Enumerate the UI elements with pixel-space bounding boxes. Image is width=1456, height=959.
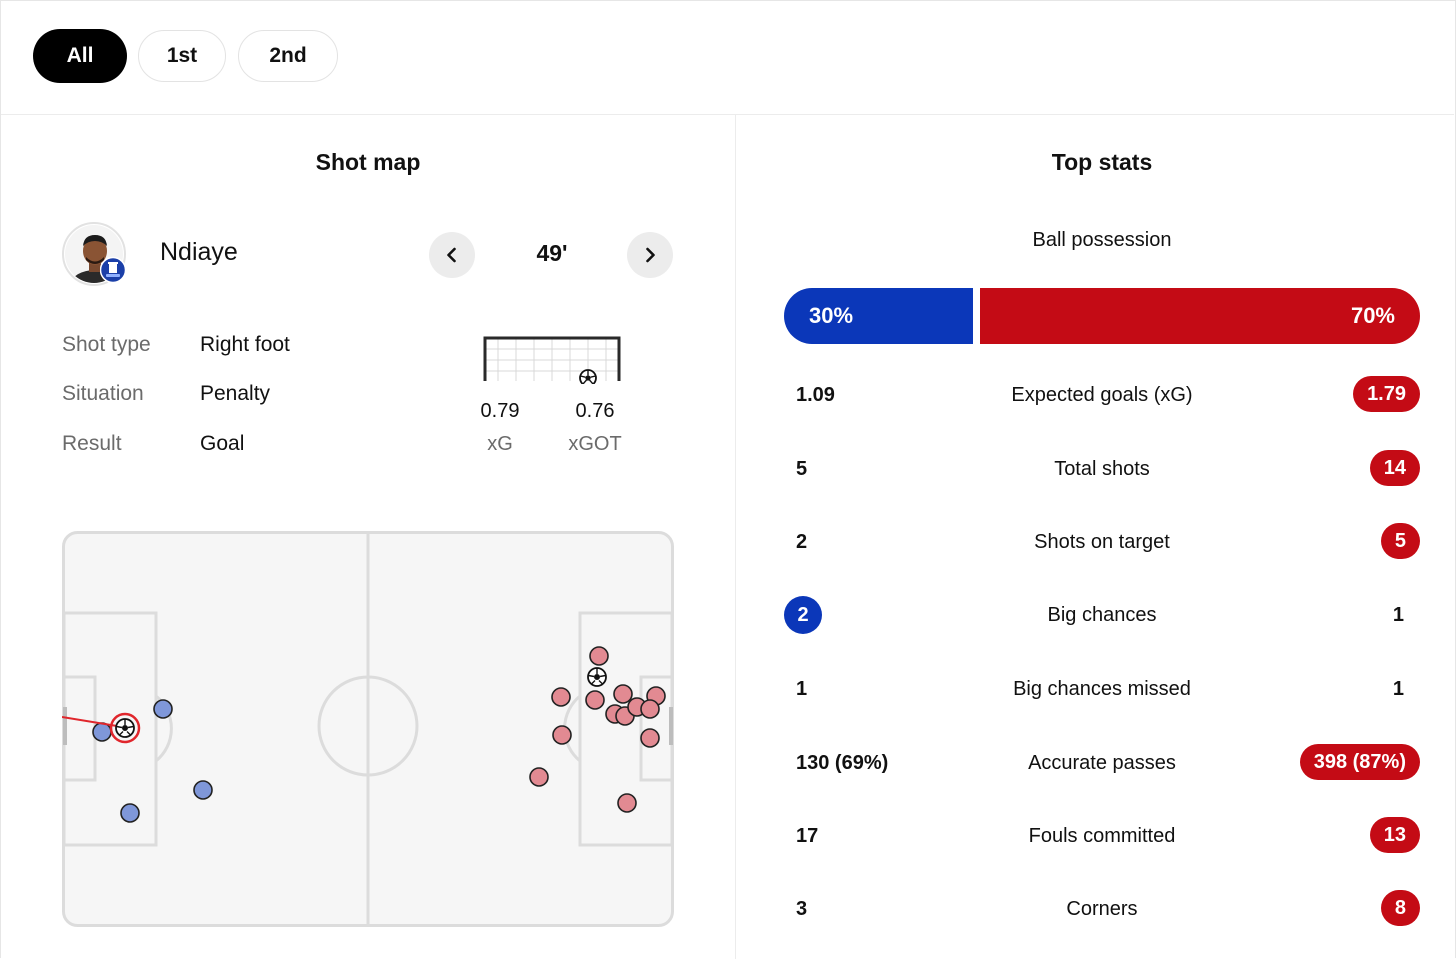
away-shot-marker	[589, 646, 609, 666]
stat-name: Shots on target	[1034, 531, 1170, 553]
away-goal-marker	[587, 667, 607, 687]
ball-possession-label: Ball possession	[1032, 229, 1172, 251]
stat-name: Big chances	[1047, 604, 1157, 626]
stat-row-fouls-committed: 17 Fouls committed 13	[784, 816, 1420, 856]
goal-mouth-graphic	[483, 336, 621, 384]
situation-label: Situation	[62, 382, 144, 405]
stat-row-shots-on-target: 2 Shots on target 5	[784, 522, 1420, 562]
stat-home-value: 17	[796, 825, 819, 847]
stat-away-value: 1	[1392, 604, 1404, 626]
selected-shot-trajectory	[62, 716, 118, 727]
player-name[interactable]: Ndiaye	[160, 238, 238, 266]
stat-name: Big chances missed	[1013, 678, 1191, 700]
possession-home-bar: 30%	[784, 288, 973, 344]
away-shot-marker	[640, 728, 660, 748]
stat-away-value: 5	[1380, 523, 1420, 559]
stat-away-value: 1	[1392, 678, 1404, 700]
xgot-label: xGOT	[568, 433, 622, 455]
away-shot-marker	[585, 690, 605, 710]
home-shot-marker	[153, 699, 173, 719]
shot-minute: 49'	[536, 240, 568, 266]
stat-away-value: 8	[1380, 890, 1420, 926]
away-shot-marker	[529, 767, 549, 787]
away-shot-marker	[613, 684, 633, 704]
stat-row-xg: 1.09 Expected goals (xG) 1.79	[784, 375, 1420, 415]
home-shot-markers	[92, 699, 213, 823]
stat-away-value: 398 (87%)	[1299, 744, 1420, 780]
top-stats-title: Top stats	[1051, 149, 1153, 175]
stat-row-big-chances-missed: 1 Big chances missed 1	[784, 669, 1420, 709]
tab-2nd[interactable]: 2nd	[238, 30, 338, 82]
header-divider	[1, 114, 1454, 115]
stat-home-value: 3	[796, 898, 808, 920]
ball-icon	[579, 369, 597, 384]
shot-type-value: Right foot	[200, 333, 290, 356]
stat-away-value: 1.79	[1353, 376, 1420, 412]
stat-away-value: 13	[1369, 817, 1420, 853]
stat-name: Fouls committed	[1028, 825, 1176, 847]
home-shot-marker	[120, 803, 140, 823]
away-shot-markers	[529, 646, 666, 813]
home-shot-marker	[193, 780, 213, 800]
situation-value: Penalty	[200, 382, 271, 405]
shot-map-title: Shot map	[315, 149, 421, 175]
stat-home-value: 1	[796, 678, 808, 700]
possession-away-bar: 70%	[980, 288, 1420, 344]
stat-row-total-shots: 5 Total shots 14	[784, 449, 1420, 489]
possession-away-value: 70%	[1350, 303, 1395, 328]
previous-shot-button[interactable]	[429, 232, 475, 278]
stat-away-value: 14	[1369, 450, 1420, 486]
result-label: Result	[62, 432, 122, 455]
stat-row-accurate-passes: 130 (69%) Accurate passes 398 (87%)	[784, 743, 1420, 783]
stat-home-value: 2	[796, 531, 808, 553]
away-shot-marker	[552, 725, 572, 745]
stat-name: Accurate passes	[1028, 752, 1176, 774]
stat-home-value: 130 (69%)	[796, 752, 889, 774]
stat-name: Total shots	[1054, 458, 1150, 480]
stat-home-value: 2	[784, 596, 822, 634]
shot-pitch-map	[62, 531, 674, 927]
stat-home-value: 1.09	[796, 384, 835, 406]
stat-home-value: 5	[796, 458, 808, 480]
xgot-value: 0.76	[575, 400, 615, 422]
player-avatar[interactable]	[62, 222, 126, 286]
stat-name: Expected goals (xG)	[1011, 384, 1193, 406]
shot-type-label: Shot type	[62, 333, 151, 356]
chevron-right-icon	[646, 247, 655, 263]
xg-label: xG	[487, 433, 513, 455]
xg-value: 0.79	[480, 400, 520, 422]
home-shot-marker	[92, 722, 112, 742]
possession-home-value: 30%	[809, 303, 854, 328]
tab-all[interactable]: All	[34, 30, 126, 82]
selected-shot-goal-marker	[109, 712, 141, 744]
away-shot-marker	[640, 699, 660, 719]
column-divider	[735, 115, 736, 959]
away-shot-marker	[551, 687, 571, 707]
result-value: Goal	[200, 432, 245, 455]
tab-1st[interactable]: 1st	[138, 30, 226, 82]
next-shot-button[interactable]	[627, 232, 673, 278]
chevron-left-icon	[447, 247, 456, 263]
stat-row-big-chances: 2 Big chances 1	[784, 595, 1420, 635]
away-shot-marker	[617, 793, 637, 813]
everton-crest-icon	[100, 256, 126, 284]
stat-name: Corners	[1066, 898, 1138, 920]
stat-row-corners: 3 Corners 8	[784, 889, 1420, 929]
